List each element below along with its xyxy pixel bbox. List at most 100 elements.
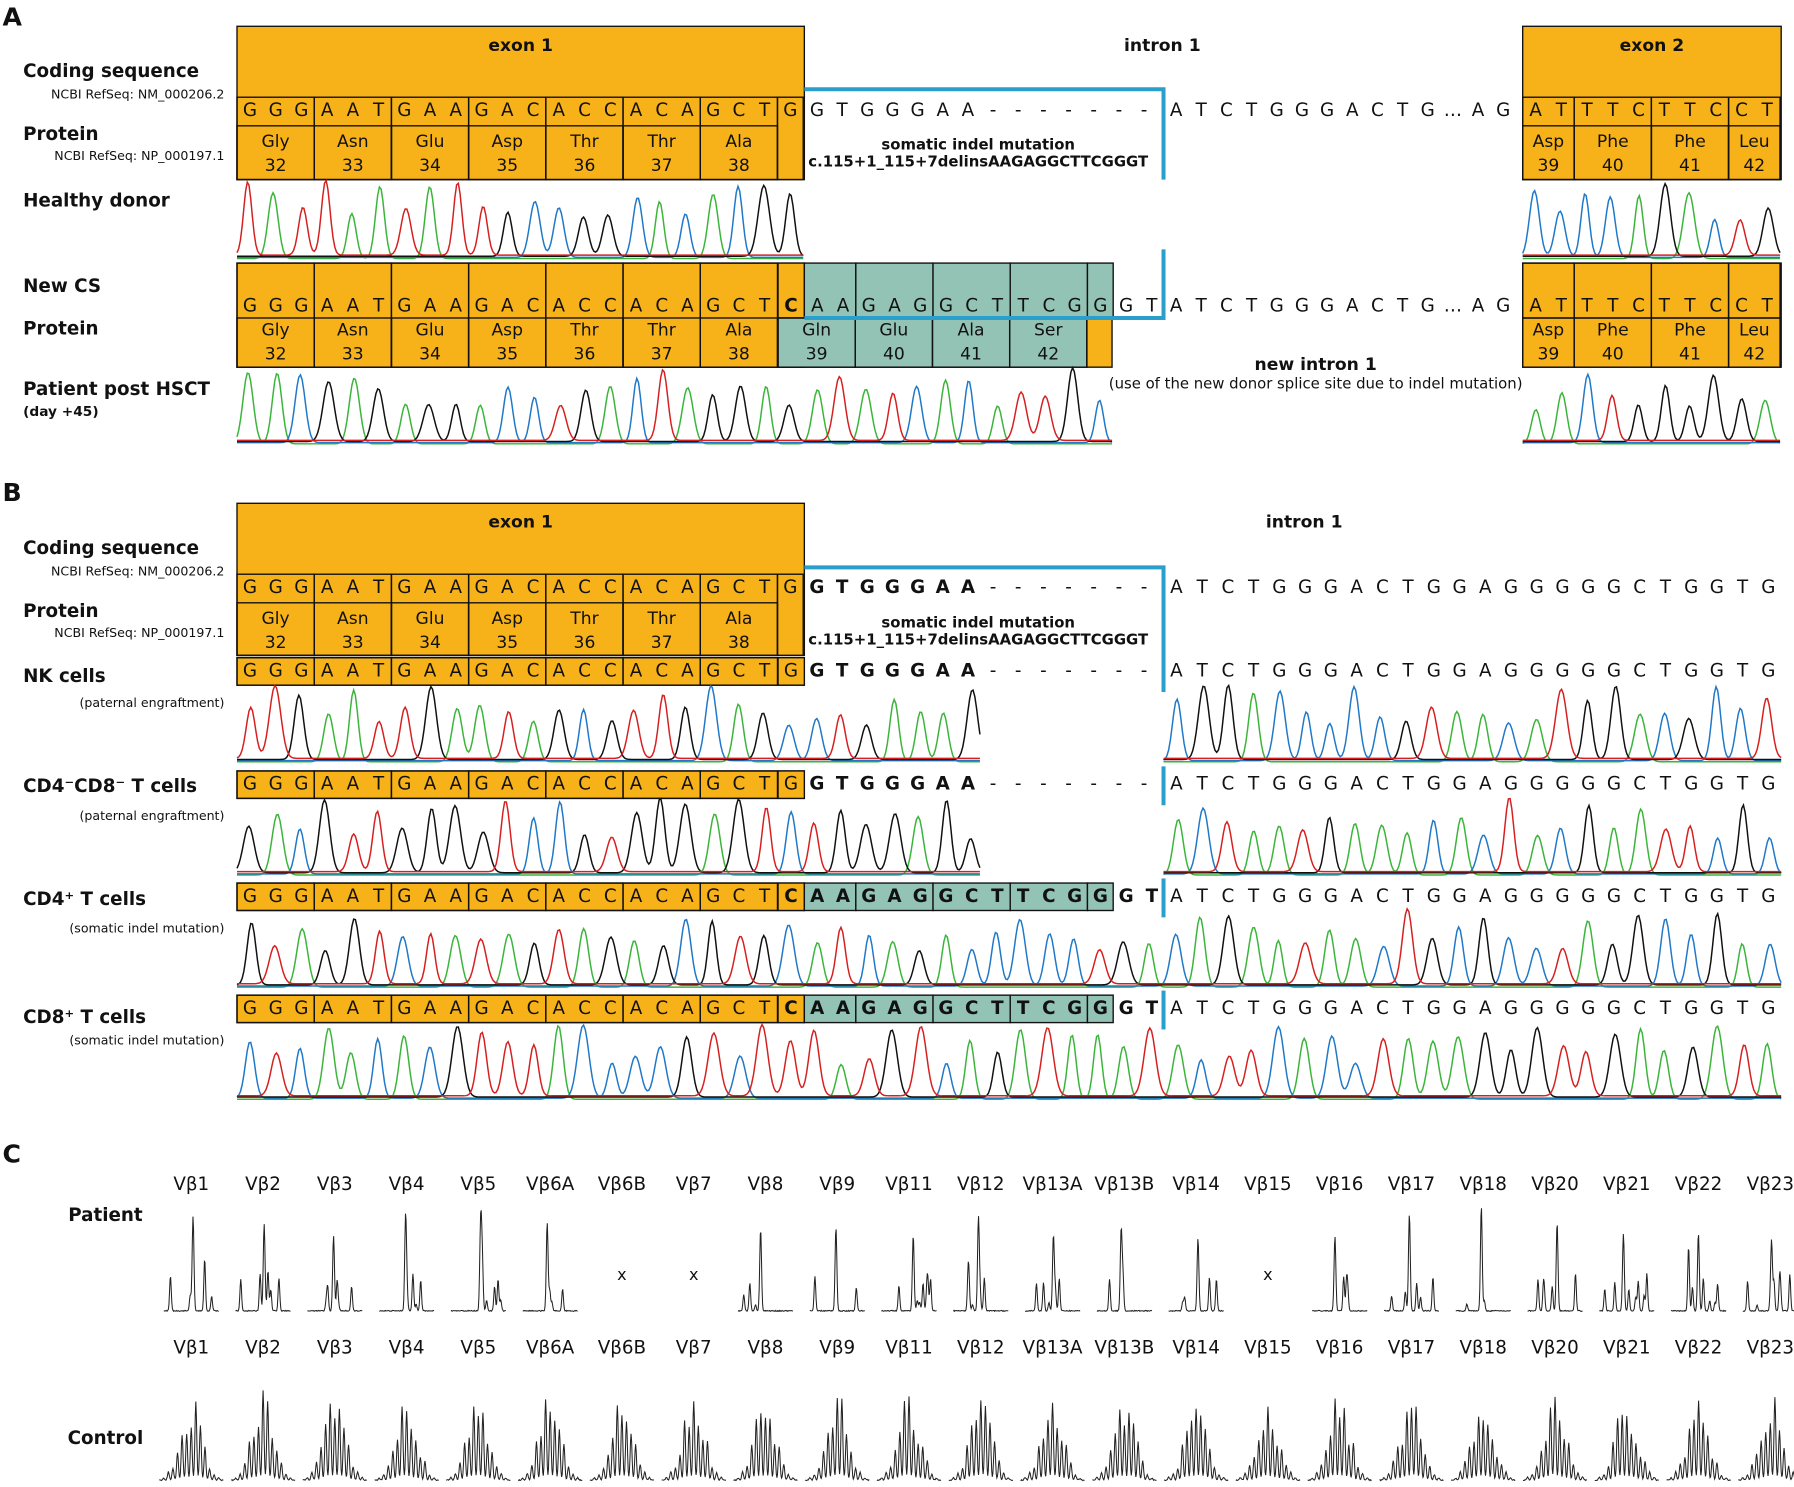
sequence: GAC bbox=[474, 886, 539, 907]
family-label: Vβ6B bbox=[598, 1174, 646, 1195]
amino-acid-position: 33 bbox=[342, 633, 364, 653]
sequence: ------- bbox=[990, 774, 1148, 795]
note: (day +45) bbox=[23, 404, 99, 420]
sequence: AAT bbox=[321, 886, 385, 907]
spectratype-trace bbox=[159, 1401, 224, 1482]
spectratype-trace bbox=[1666, 1400, 1731, 1482]
codon-cell bbox=[855, 994, 934, 1024]
amino-acid: Gly bbox=[262, 321, 290, 341]
amino-acid-position: 34 bbox=[419, 156, 441, 176]
amino-acid-position: 37 bbox=[651, 345, 673, 365]
amino-acid-position: 41 bbox=[1679, 345, 1701, 365]
amino-acid-position: 39 bbox=[806, 345, 828, 365]
family-label: Vβ16 bbox=[1316, 1338, 1363, 1359]
sequence: TCG bbox=[1017, 886, 1082, 907]
label: Coding sequence bbox=[23, 538, 199, 559]
sequence: ATCTGGGACTG…AG bbox=[1170, 100, 1510, 121]
label: Healthy donor bbox=[23, 190, 170, 211]
sequence: GGG bbox=[243, 774, 309, 795]
sequence: ACA bbox=[630, 774, 694, 795]
amino-acid-position: 38 bbox=[728, 345, 750, 365]
family-label: Vβ7 bbox=[676, 1338, 712, 1359]
sequence: ACC bbox=[552, 886, 616, 907]
mutation: c.115+1_115+7delinsAAGAGGCTTCGGGT bbox=[808, 631, 1149, 649]
amino-acid: Ser bbox=[1034, 321, 1063, 341]
family-label: Vβ1 bbox=[173, 1338, 209, 1359]
spectratype-trace bbox=[231, 1390, 296, 1482]
family-label: Vβ17 bbox=[1388, 1338, 1435, 1359]
chromatogram-trace bbox=[237, 1023, 1782, 1097]
chromatogram-trace bbox=[236, 911, 1782, 986]
sequence: AAT bbox=[321, 296, 385, 317]
sequence: AAT bbox=[321, 774, 385, 795]
sequence: GAA bbox=[397, 774, 462, 795]
amino-acid: Phe bbox=[1674, 132, 1706, 152]
sequence: AAT bbox=[321, 660, 385, 681]
note: (paternal engraftment) bbox=[79, 808, 224, 823]
amino-acid-position: 32 bbox=[265, 156, 287, 176]
amino-acid: Glu bbox=[416, 321, 445, 341]
chromatogram-trace bbox=[1163, 806, 1782, 875]
spectratype-trace bbox=[374, 1406, 439, 1482]
codon-cell bbox=[1086, 882, 1114, 912]
amino-acid-position: 32 bbox=[265, 345, 287, 365]
codon-cell bbox=[777, 770, 806, 800]
sequence: ATCTGGGACTG…AG bbox=[1170, 296, 1510, 317]
amino-acid: Glu bbox=[416, 132, 445, 152]
codon-cell bbox=[1009, 994, 1089, 1024]
amino-acid: Thr bbox=[569, 321, 599, 341]
amino-acid-position: 34 bbox=[419, 633, 441, 653]
sequence: GCT bbox=[706, 774, 771, 795]
amino-acid-position: 42 bbox=[1037, 345, 1059, 365]
family-label: Vβ21 bbox=[1603, 1338, 1650, 1359]
bracket bbox=[804, 565, 1166, 693]
amino-acid-position: 42 bbox=[1743, 156, 1765, 176]
sequence: GCT bbox=[706, 998, 771, 1019]
family-label: Vβ5 bbox=[460, 1174, 496, 1195]
sequence: GAC bbox=[474, 577, 539, 598]
codon-cell bbox=[932, 882, 1011, 912]
family-label: Vβ20 bbox=[1531, 1338, 1578, 1359]
chromatogram-trace bbox=[237, 801, 980, 873]
family-label: Vβ2 bbox=[245, 1338, 281, 1359]
row-label: CD8⁺ T cells bbox=[23, 1007, 146, 1028]
chromatogram-trace bbox=[237, 183, 804, 259]
spectratype-trace bbox=[1594, 1414, 1660, 1482]
chromatogram-trace bbox=[237, 687, 980, 763]
amino-acid-position: 39 bbox=[1538, 156, 1560, 176]
chromatogram-trace bbox=[237, 1026, 1782, 1098]
spectratype-trace bbox=[1020, 1402, 1085, 1482]
sequence: G bbox=[783, 577, 797, 598]
label: NCBI RefSeq: NM_000206.2 bbox=[51, 86, 224, 101]
family-label: Vβ16 bbox=[1316, 1174, 1363, 1195]
sequence: G bbox=[1093, 886, 1108, 907]
chromatogram-trace bbox=[1522, 373, 1781, 443]
exon-title: exon 1 bbox=[488, 513, 553, 533]
amino-acid: Asn bbox=[337, 321, 369, 341]
note: (use of the new donor splice site due to… bbox=[1109, 374, 1523, 392]
sequence: C bbox=[784, 886, 797, 907]
amino-acid-cell bbox=[1727, 125, 1781, 181]
spectratype-trace bbox=[733, 1413, 798, 1482]
amino-acid: Asp bbox=[491, 132, 523, 152]
codon-cell bbox=[777, 262, 806, 319]
spectratype-trace bbox=[163, 1216, 219, 1313]
label: Protein bbox=[23, 601, 98, 622]
amino-acid: Glu bbox=[416, 609, 445, 629]
amino-acid: Asp bbox=[1533, 132, 1565, 152]
amino-acid: Thr bbox=[646, 132, 676, 152]
sequence: GAA bbox=[397, 998, 462, 1019]
sequence: GCT bbox=[706, 296, 771, 317]
spectratype-trace bbox=[809, 1229, 866, 1313]
codon-cell bbox=[932, 262, 1011, 319]
sequence: TCG bbox=[1017, 296, 1082, 317]
sequence: GAG bbox=[861, 886, 928, 907]
spectratype-trace bbox=[1670, 1235, 1727, 1313]
sequence: G bbox=[1093, 296, 1107, 317]
spectratype-trace bbox=[1455, 1208, 1511, 1312]
sequence: AAT bbox=[321, 998, 385, 1019]
intron-title: new intron 1 bbox=[1255, 355, 1377, 375]
sequence: GAA bbox=[397, 100, 462, 121]
codon-cell bbox=[1009, 262, 1089, 319]
